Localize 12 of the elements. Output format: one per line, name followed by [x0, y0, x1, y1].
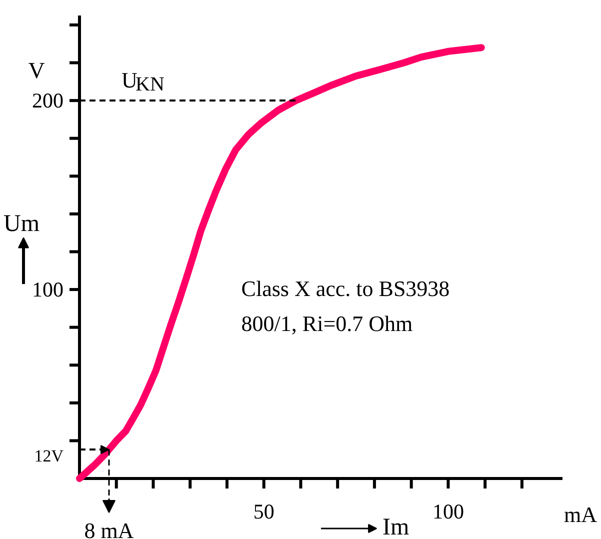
x-axis-title: Im — [382, 514, 410, 539]
y-axis-title: Um — [4, 210, 40, 237]
annotation: 800/1, Ri=0.7 Ohm — [241, 311, 413, 336]
text: V — [28, 58, 46, 83]
text: mA — [564, 502, 598, 527]
y-tick-label: 100 — [32, 278, 64, 302]
annotation: Class X acc. to BS3938 — [241, 276, 450, 301]
y-tick-label: 12V — [34, 446, 64, 466]
x-tick-label: 50 — [253, 500, 274, 524]
y-tick-label: 200 — [32, 88, 64, 113]
ref-line-label: UKN — [122, 68, 164, 96]
ref-line-label: 8 mA — [84, 518, 134, 539]
